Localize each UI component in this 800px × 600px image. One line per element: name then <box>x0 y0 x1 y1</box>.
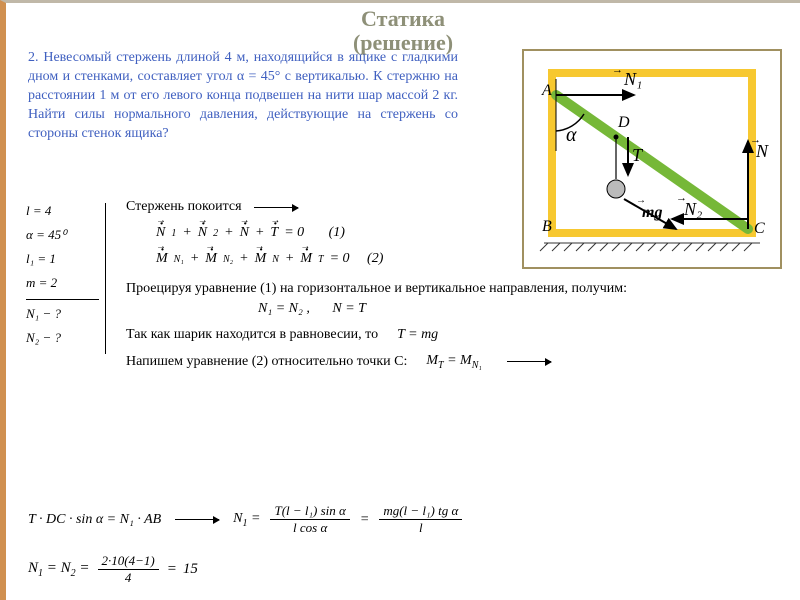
final-result: N1 = N2 = 2·10(4−1)4 = 15 <box>28 553 198 586</box>
frac-mid-n: T(l − l₁) sin α <box>270 503 349 520</box>
svg-text:→: → <box>750 134 761 146</box>
arrow-icon <box>175 519 219 520</box>
derivation-row: T · DC · sin α = N₁ · AB N1 = T(l − l₁) … <box>28 503 464 536</box>
proj-res1: N₁ = N₂ , <box>258 301 310 317</box>
text-projection: Проецируя уравнение (1) на горизонтально… <box>126 281 627 297</box>
equation-1: N1 + N2 + N + T = 0 (1) <box>156 225 766 241</box>
frac-rhs-n: mg(l − l₁) tg α <box>379 503 462 520</box>
proj-res2: N = T <box>332 301 366 317</box>
svg-text:→: → <box>612 64 623 76</box>
given-l: l = 4 <box>26 203 99 219</box>
given-q2: N₂ − ? <box>26 330 99 346</box>
label-N1: N₁ <box>623 69 642 89</box>
given-l1: l₁ = 1 <box>26 251 99 267</box>
arrow-icon <box>507 361 551 362</box>
moment-res: MT = MN₁ <box>426 353 482 371</box>
label-D: D <box>617 114 630 131</box>
given-block: l = 4 α = 45⁰ l₁ = 1 m = 2 N₁ − ? N₂ − ? <box>26 203 106 354</box>
given-m: m = 2 <box>26 275 99 291</box>
text-ball: Так как шарик находится в равновесии, то <box>126 327 378 343</box>
label-alpha: α <box>566 124 577 146</box>
frac-final-n: 2·10(4−1) <box>98 553 159 570</box>
text-moment: Напишем уравнение (2) относительно точки… <box>126 354 407 370</box>
ball-res: T = mg <box>397 327 438 343</box>
eq-lhs: T · DC · sin α = N₁ · AB <box>28 512 161 528</box>
equation-2: MN₁ + MN₂ + MN + MT = 0 (2) <box>156 251 766 267</box>
title-line1: Статика <box>6 7 800 31</box>
label-A: A <box>541 82 552 99</box>
given-q1: N₁ − ? <box>26 306 99 322</box>
frac-rhs-d: l <box>379 520 462 536</box>
arrow-icon <box>254 207 298 208</box>
text-rest: Стержень покоится <box>126 199 242 215</box>
solution-body: Стержень покоится N1 + N2 + N + T = 0 (1… <box>126 199 766 381</box>
frac-mid-d: l cos α <box>270 520 349 536</box>
problem-statement: 2. Невесомый стержень длиной 4 м, находя… <box>28 49 458 143</box>
frac-final-d: 4 <box>98 570 159 586</box>
final-value: 15 <box>183 561 198 578</box>
given-alpha: α = 45⁰ <box>26 227 99 243</box>
